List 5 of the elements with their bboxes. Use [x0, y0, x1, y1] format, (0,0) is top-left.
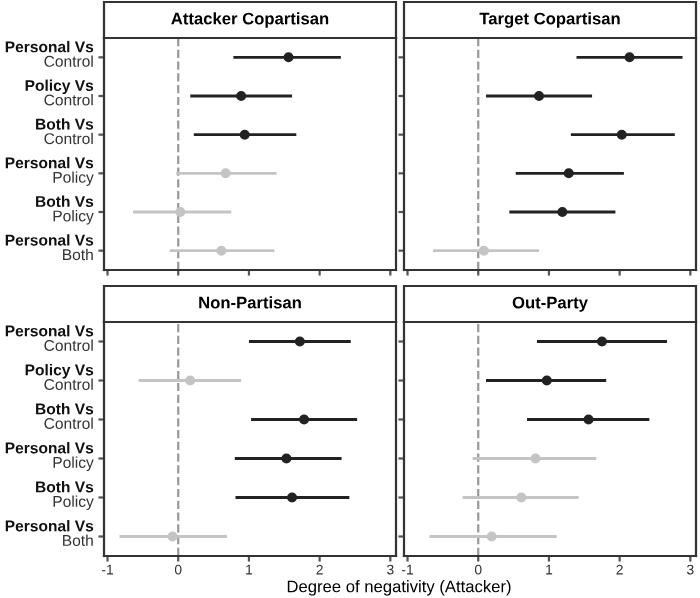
chart-title: Out-Party	[512, 296, 588, 312]
x-axis-title: Degree of negativity (Attacker)	[287, 580, 511, 596]
chart-title: Attacker Copartisan	[171, 12, 329, 28]
chart-title: Non-Partisan	[199, 296, 301, 309]
chart-title: Target Copartisan	[479, 12, 620, 28]
